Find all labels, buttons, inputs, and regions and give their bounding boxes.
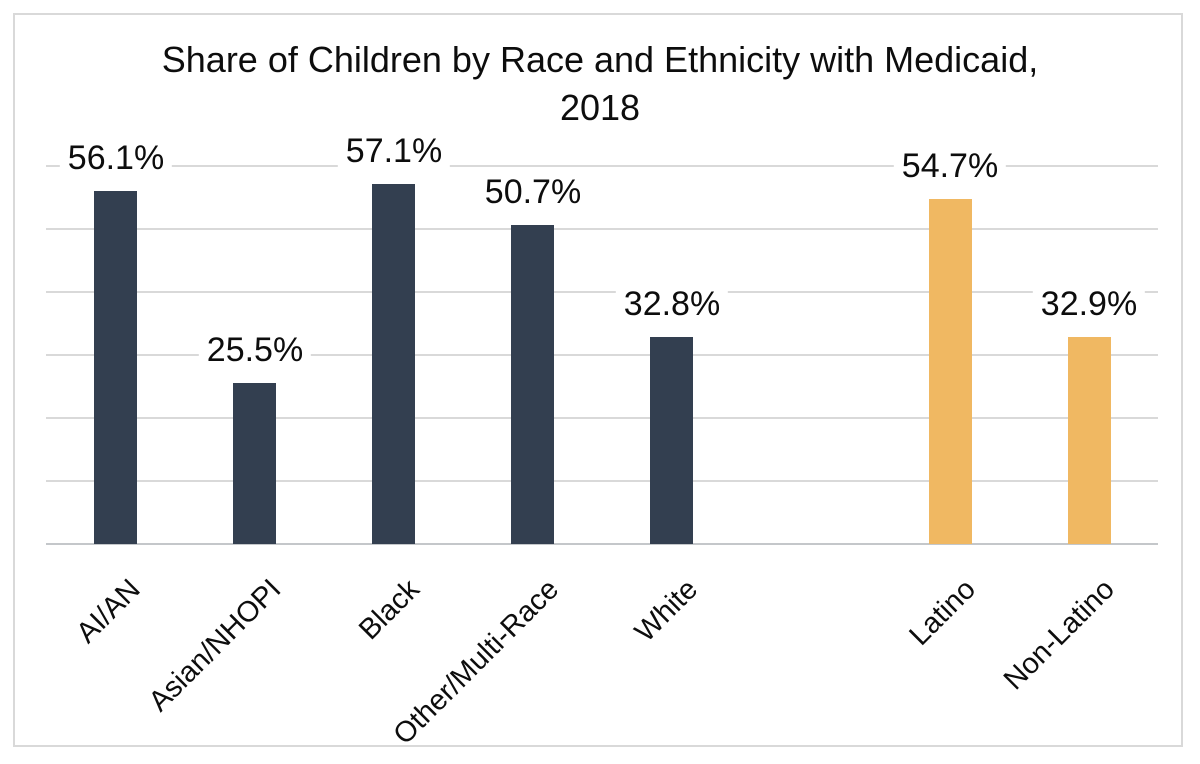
gridline-60-percent: [46, 165, 1158, 167]
gridline-30-percent: [46, 354, 1158, 356]
category-label: Latino: [903, 573, 982, 652]
chart-border: [13, 13, 1183, 747]
bar-non-latino: [1068, 337, 1111, 544]
category-label: AI/AN: [70, 573, 147, 650]
chart-title-line-1: Share of Children by Race and Ethnicity …: [161, 39, 1039, 80]
category-label: Black: [353, 573, 426, 647]
bar-ai-an: [94, 191, 137, 544]
chart-title-line-2: 2018: [559, 87, 641, 128]
data-label: 57.1%: [337, 134, 451, 168]
category-label: Non-Latino: [997, 573, 1121, 697]
bar-latino: [929, 199, 972, 544]
x-axis-line: [46, 543, 1158, 545]
data-label: 32.9%: [1032, 287, 1146, 321]
data-label: 50.7%: [476, 175, 590, 209]
data-label: 54.7%: [893, 149, 1007, 183]
bar-white: [650, 337, 693, 544]
data-label: 56.1%: [59, 141, 173, 175]
gridline-50-percent: [46, 228, 1158, 230]
category-label: White: [628, 573, 704, 649]
category-label: Asian/NHOPI: [142, 573, 287, 718]
bar-asian-nhopi: [233, 383, 276, 544]
bar-other-multi-race: [511, 225, 554, 544]
gridline-40-percent: [46, 291, 1158, 293]
data-label: 32.8%: [615, 287, 729, 321]
gridline-20-percent: [46, 417, 1158, 419]
data-label: 25.5%: [198, 333, 312, 367]
gridline-10-percent: [46, 480, 1158, 482]
bar-black: [372, 184, 415, 544]
chart-title: Share of Children by Race and Ethnicity …: [0, 36, 1200, 132]
